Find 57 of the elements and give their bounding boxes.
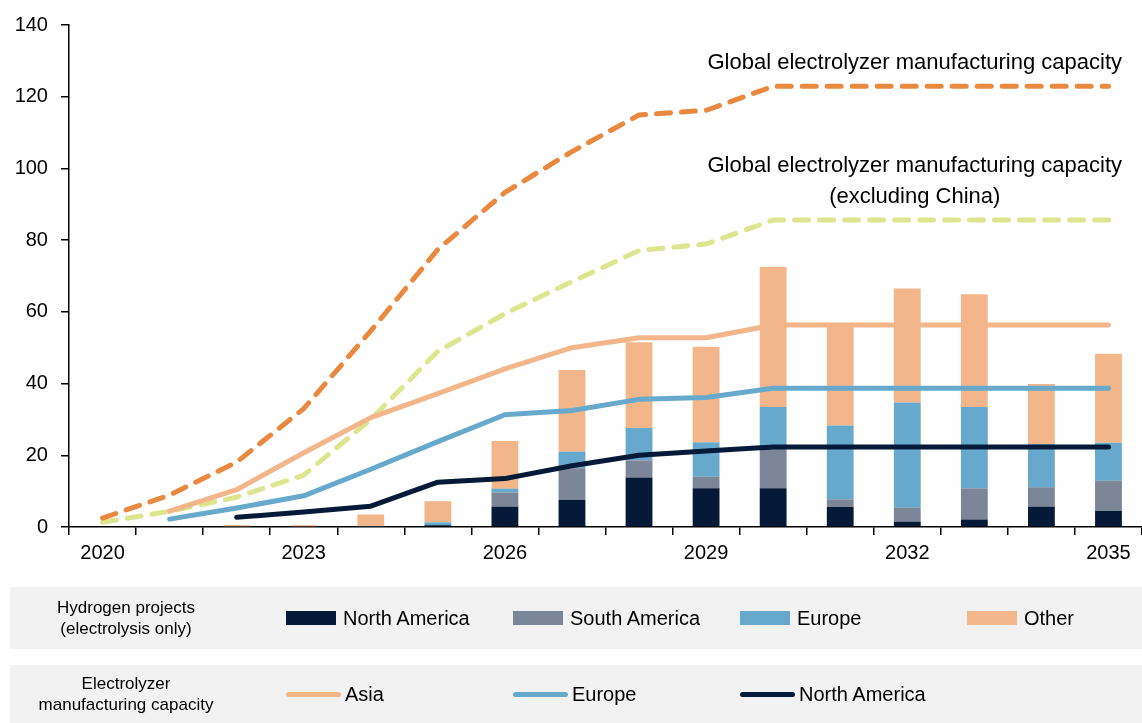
- bar: [692, 488, 720, 527]
- bar: [1027, 487, 1055, 507]
- x-tick-label: 2035: [1086, 540, 1131, 563]
- x-tick-label: 2032: [885, 540, 930, 563]
- bar: [1095, 442, 1122, 481]
- bar: [759, 406, 787, 448]
- bar: [893, 507, 921, 522]
- bar: [826, 425, 854, 500]
- legend-label: Europe: [797, 606, 862, 630]
- bar: [1095, 510, 1122, 527]
- bar: [759, 488, 787, 527]
- x-tick-label: 2023: [281, 540, 326, 563]
- bar: [1027, 383, 1055, 445]
- y-tick-label: 20: [25, 442, 48, 465]
- text: Hydrogen projects (electrolysis only): [56, 596, 196, 640]
- bar: [424, 501, 452, 523]
- bar: [491, 492, 519, 507]
- x-tick-label: 2029: [683, 540, 729, 563]
- bar: [692, 476, 720, 489]
- bar: [357, 514, 385, 526]
- y-tick-label: 140: [14, 12, 48, 35]
- legend-label: South America: [570, 606, 701, 630]
- y-tick-label: 0: [36, 514, 48, 537]
- x-tick-label: 2020: [80, 540, 125, 563]
- legend-label: Asia: [345, 682, 384, 706]
- bar: [826, 499, 854, 507]
- legend-label: North America: [343, 606, 470, 630]
- bar: [558, 499, 586, 527]
- text: Electrolyzer manufacturing capacity: [37, 672, 215, 716]
- bar: [558, 468, 586, 500]
- y-tick-label: 40: [25, 371, 48, 394]
- y-tick-label: 100: [14, 155, 48, 178]
- bar: [558, 369, 586, 452]
- bar: [491, 506, 519, 527]
- bar: [1095, 480, 1122, 511]
- bar: [625, 342, 653, 429]
- bar: [960, 406, 988, 489]
- bar: [759, 447, 787, 489]
- legend-label: Other: [1024, 606, 1075, 630]
- legend-label: Europe: [572, 682, 637, 706]
- bar: [491, 488, 519, 493]
- bar: [960, 519, 988, 527]
- y-tick-label: 120: [14, 84, 48, 107]
- bar: [625, 477, 653, 527]
- legend-label: North America: [799, 682, 926, 706]
- y-tick-label: 60: [25, 299, 48, 322]
- bar: [1095, 353, 1122, 443]
- y-tick-label: 80: [25, 227, 48, 250]
- series-label: Global electrolyzer manufacturing capacity (excluding China): [707, 152, 1122, 209]
- bar: [1027, 506, 1055, 527]
- series-label: Global electrolyzer manufacturing capacity: [707, 49, 1122, 75]
- bar: [692, 346, 720, 443]
- bar: [625, 460, 653, 478]
- bar: [826, 506, 854, 527]
- bar: [893, 402, 921, 508]
- bar: [960, 488, 988, 520]
- x-tick-label: 2026: [482, 540, 528, 563]
